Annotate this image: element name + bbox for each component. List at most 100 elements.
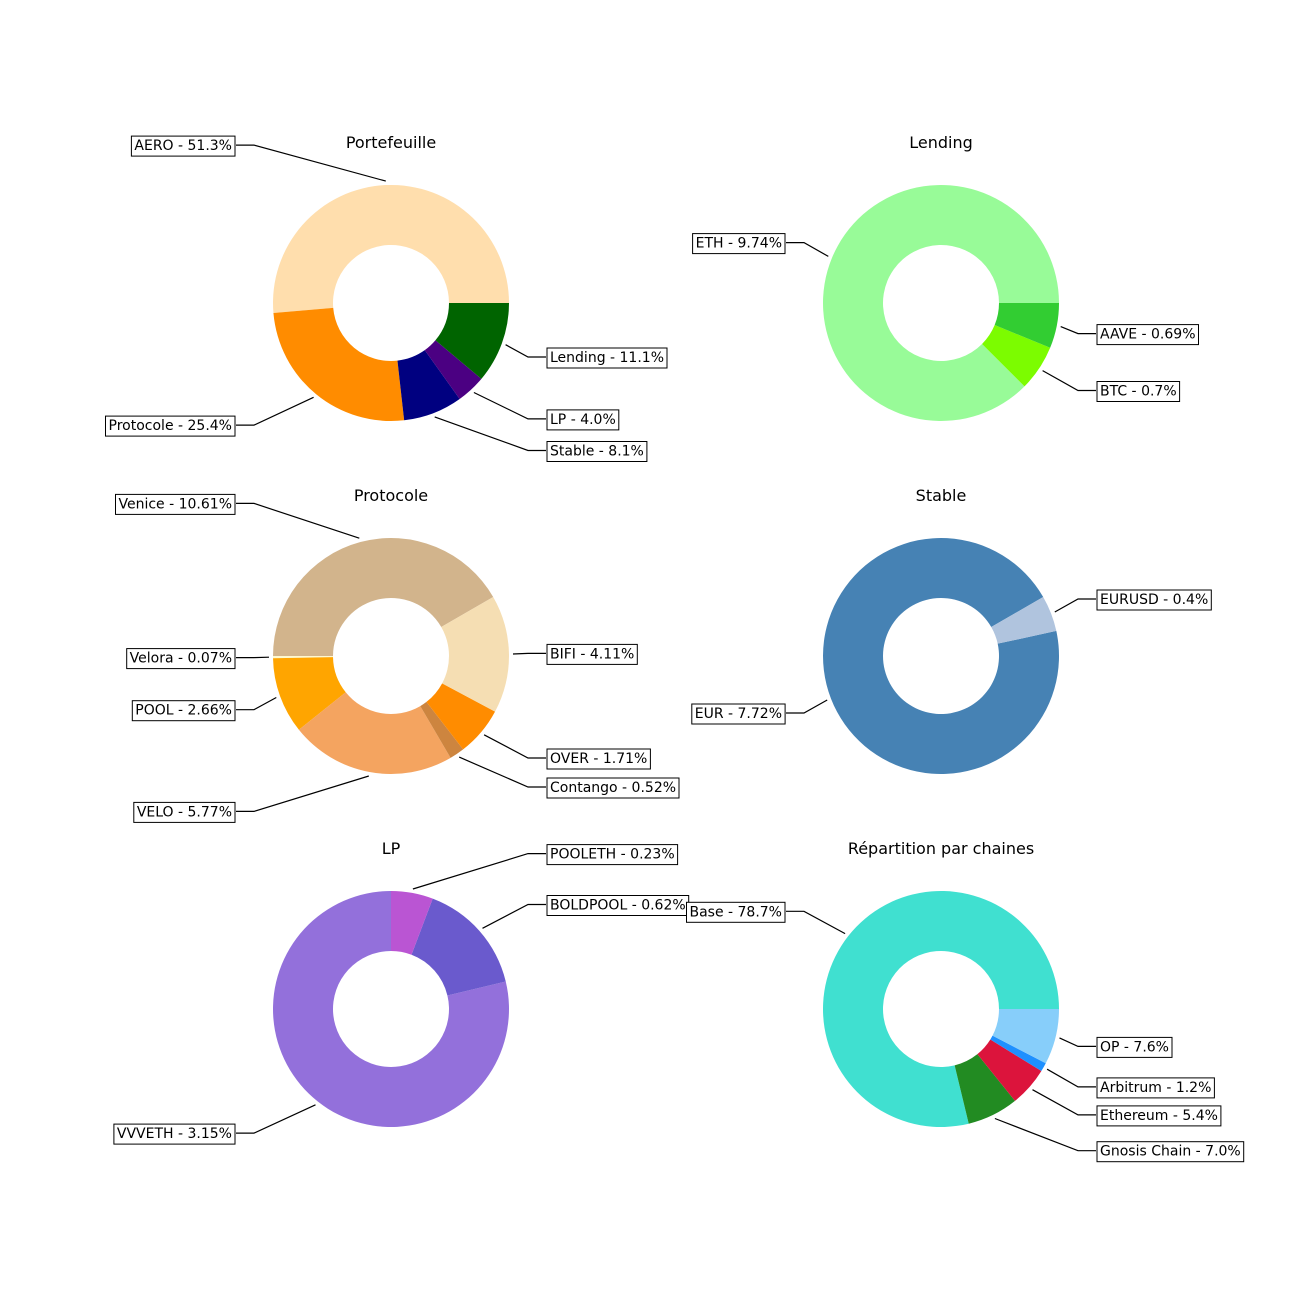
slice-stable <box>397 350 460 421</box>
leader-line-lp <box>473 391 546 420</box>
label-box-op <box>1096 1036 1173 1058</box>
label-box-ethereum <box>1096 1105 1222 1127</box>
slice-label-eur: EUR - 7.72% <box>695 706 782 722</box>
slice-vvveth <box>273 891 510 1127</box>
slice-label-velora: Velora - 0.07% <box>130 651 232 667</box>
chart-title: Portefeuille <box>346 133 436 152</box>
label-box-eurusd <box>1096 589 1212 611</box>
slice-label-eth: ETH - 9.74% <box>696 236 782 252</box>
leader-line-eurusd <box>1054 598 1096 613</box>
slice-label-over: OVER - 1.71% <box>550 751 647 767</box>
slice-eurusd <box>991 597 1057 644</box>
label-box-pooleth <box>546 844 679 866</box>
slice-label-btc: BTC - 0.7% <box>1100 384 1177 400</box>
leader-line-gnosis-chain <box>994 1117 1096 1152</box>
leader-line-pooleth <box>412 852 546 890</box>
slice-label-velo: VELO - 5.77% <box>137 804 232 820</box>
slice-labels: EUR - 7.72% EURUSD - 0.4% <box>691 589 1212 725</box>
slice-lending <box>435 303 509 379</box>
slice-label-stable: Stable - 8.1% <box>550 444 644 460</box>
leader-line-aero <box>236 144 386 182</box>
chart-portefeuille: Portefeuille AERO - 51.3% Protocole - 25.… <box>105 133 668 462</box>
label-box-velora <box>126 648 236 670</box>
slice-btc <box>982 325 1051 387</box>
label-box-eur <box>691 703 786 725</box>
slice-label-boldpool: BOLDPOOL - 0.62% <box>550 898 686 914</box>
label-box-aero <box>130 135 236 157</box>
slice-pooleth <box>391 891 433 955</box>
slice-label-aave: AAVE - 0.69% <box>1100 327 1196 343</box>
leader-line-ethereum <box>1032 1089 1096 1116</box>
label-box-pool <box>131 700 236 722</box>
label-box-vvveth <box>113 1123 236 1145</box>
slice-over <box>426 683 496 750</box>
slice-label-contango: Contango - 0.52% <box>550 780 676 796</box>
slice-eth <box>823 185 1059 422</box>
leader-line-venice <box>236 502 360 539</box>
donut-slices <box>823 185 1059 422</box>
leader-line-btc <box>1042 370 1096 392</box>
leader-line-bifi <box>512 652 546 655</box>
slice-pool <box>273 657 346 730</box>
slice-label-bifi: BIFI - 4.11% <box>550 646 634 662</box>
leader-line-eth <box>786 242 829 257</box>
chart-protocole: Protocole Venice - 10.61% Velora - 0.07% P… <box>115 486 680 823</box>
slice-label-lending: Lending - 11.1% <box>550 350 664 366</box>
donut-slices <box>823 538 1060 775</box>
slice-labels: ETH - 9.74% BTC - 0.7% AAVE - 0.69% <box>692 233 1199 402</box>
leader-line-lending <box>505 344 546 358</box>
chart-lending: Lending ETH - 9.74% BTC - 0.7% AAVE - 0.69… <box>692 133 1199 422</box>
chart-repartition-par-chaines: Répartition par chaines Base - 78.7% Gnos… <box>686 839 1245 1163</box>
slice-aero <box>273 184 510 314</box>
slice-label-vvveth: VVVETH - 3.15% <box>117 1126 232 1142</box>
leader-line-over <box>483 734 546 759</box>
label-box-protocole <box>105 415 236 437</box>
slice-label-protocole: Protocole - 25.4% <box>109 418 232 434</box>
leader-line-protocole <box>236 396 314 426</box>
slice-labels: Venice - 10.61% Velora - 0.07% POOL - 2.66… <box>115 493 680 823</box>
chart-title: Lending <box>909 133 973 152</box>
leader-line-pool <box>236 696 277 711</box>
slice-label-pool: POOL - 2.66% <box>135 703 232 719</box>
chart-stable: Stable EUR - 7.72% EURUSD - 0.4% <box>691 486 1212 775</box>
leader-line-arbitrum <box>1046 1068 1096 1088</box>
slice-contango <box>420 701 464 758</box>
slice-ethereum <box>977 1039 1042 1101</box>
slice-label-venice: Venice - 10.61% <box>118 496 232 512</box>
label-box-eth <box>692 233 786 255</box>
slice-arbitrum <box>990 1035 1046 1072</box>
slice-velora <box>273 656 334 659</box>
label-box-gnosis-chain <box>1096 1141 1245 1163</box>
leader-line-op <box>1059 1037 1096 1048</box>
leader-line-contango <box>458 756 546 788</box>
slice-label-ethereum: Ethereum - 5.4% <box>1100 1108 1218 1124</box>
slice-label-arbitrum: Arbitrum - 1.2% <box>1100 1080 1211 1096</box>
slice-venice <box>272 538 494 657</box>
leader-line-stable <box>434 416 546 452</box>
slice-label-op: OP - 7.6% <box>1100 1039 1169 1055</box>
slice-lp <box>424 340 482 399</box>
label-box-arbitrum <box>1096 1077 1215 1099</box>
label-box-lending <box>546 347 668 369</box>
leader-line-boldpool <box>482 903 546 929</box>
label-box-base <box>686 901 786 923</box>
leader-line-vvveth <box>236 1104 316 1134</box>
slice-label-pooleth: POOLETH - 0.23% <box>550 847 675 863</box>
slice-eur <box>823 538 1060 775</box>
slice-label-lp: LP - 4.0% <box>550 412 616 428</box>
slice-label-gnosis-chain: Gnosis Chain - 7.0% <box>1100 1144 1241 1160</box>
chart-title: Stable <box>916 486 967 505</box>
slice-protocole <box>273 307 405 422</box>
slice-gnosis-chain <box>954 1054 1015 1124</box>
slice-labels: Base - 78.7% Gnosis Chain - 7.0% Ethereum … <box>686 901 1245 1163</box>
donut-slices <box>272 538 509 775</box>
donut-slices <box>823 890 1059 1127</box>
slice-labels: AERO - 51.3% Protocole - 25.4% Stable - 8.… <box>105 135 668 462</box>
slice-label-aero: AERO - 51.3% <box>134 138 232 154</box>
leader-line-aave <box>1060 326 1096 335</box>
slice-aave <box>994 303 1059 348</box>
donut-slices <box>273 184 510 422</box>
slice-label-base: Base - 78.7% <box>689 904 782 920</box>
leader-line-eur <box>786 699 828 714</box>
slice-bifi <box>441 597 509 712</box>
